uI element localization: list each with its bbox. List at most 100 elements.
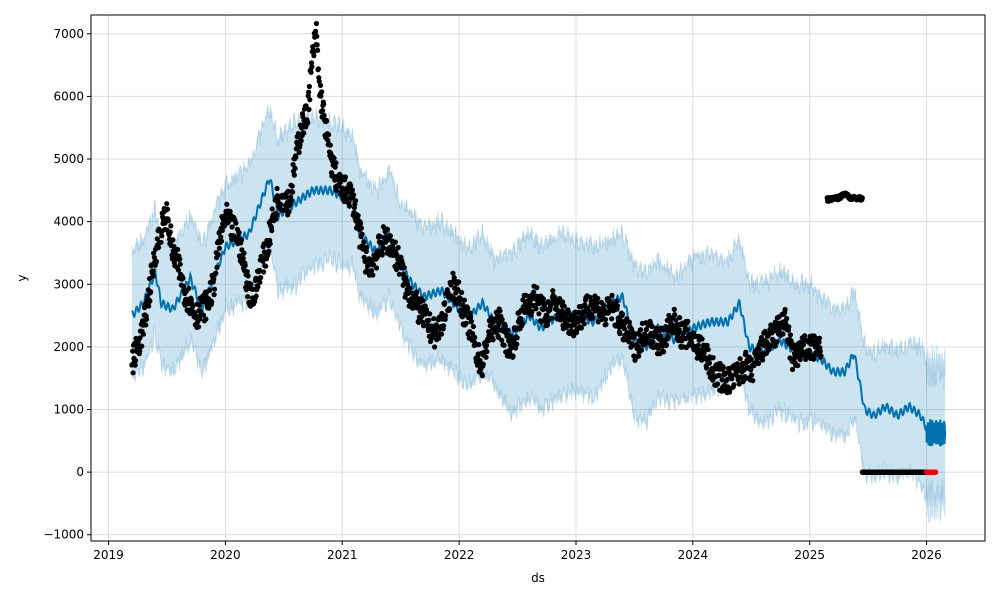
observed-point (436, 335, 442, 341)
observed-point (621, 326, 628, 332)
x-tick-label: 2019 (93, 548, 124, 562)
observed-point (361, 254, 367, 260)
observed-point (292, 165, 298, 171)
observed-point (278, 201, 284, 207)
observed-point (298, 138, 304, 144)
y-tick-label: 7000 (53, 27, 84, 41)
observed-point (244, 269, 250, 275)
observed-point (519, 321, 526, 327)
observed-point (626, 319, 632, 325)
observed-point (218, 238, 225, 244)
observed-point (305, 120, 311, 126)
observed-point (306, 83, 312, 90)
y-tick-label: 0 (76, 465, 84, 479)
observed-point (314, 33, 320, 39)
observed-point (710, 355, 716, 361)
observed-point (167, 229, 173, 235)
observed-point (358, 225, 364, 231)
observed-point (319, 89, 325, 95)
x-tick-label: 2023 (561, 548, 592, 562)
observed-point (818, 353, 824, 359)
observed-point (180, 275, 186, 281)
observed-point (415, 302, 421, 308)
observed-point (550, 288, 556, 294)
observed-point (441, 323, 447, 329)
observed-point (595, 295, 601, 302)
y-tick-label: 2000 (53, 340, 84, 354)
observed-point (505, 327, 511, 333)
observed-point (470, 331, 476, 337)
observed-point (315, 47, 321, 54)
observed-point (151, 254, 157, 261)
observed-point (614, 303, 621, 309)
observed-point (533, 306, 539, 312)
observed-point (147, 298, 153, 304)
observed-point (137, 335, 143, 341)
observed-point (816, 339, 822, 345)
lower-bound-line (131, 244, 946, 524)
observed-point (455, 287, 461, 293)
observed-point (196, 302, 202, 308)
plot-frame (90, 14, 986, 542)
observed-point (238, 237, 245, 243)
observed-point (772, 343, 778, 349)
observed-point (552, 294, 558, 300)
observed-point (756, 346, 762, 352)
recent-point (933, 469, 939, 475)
observed-point (802, 333, 808, 339)
observed-point (480, 361, 486, 367)
observed-point (549, 315, 555, 321)
observed-point (635, 344, 641, 350)
observed-point (650, 339, 656, 345)
observed-point (578, 325, 585, 331)
observed-point (514, 335, 520, 341)
observed-point (221, 223, 227, 229)
observed-point (316, 78, 322, 84)
observed-point (285, 188, 291, 194)
observed-point (731, 382, 737, 388)
observed-point (396, 271, 402, 277)
observed-point (755, 360, 762, 367)
observed-point (429, 335, 436, 341)
observed-point (677, 315, 683, 321)
observed-point (283, 194, 289, 200)
observed-point (190, 303, 196, 309)
observed-point (769, 330, 775, 336)
y-tick-label: 1000 (53, 403, 84, 417)
x-tick-label: 2026 (911, 548, 942, 562)
observed-point (333, 160, 339, 166)
observed-point (130, 348, 136, 354)
y-tick-label: 5000 (53, 152, 84, 166)
observed-point (407, 285, 413, 291)
observed-point (326, 132, 332, 138)
observed-point (672, 312, 678, 318)
observed-point (321, 101, 327, 107)
observed-point (274, 212, 280, 218)
observed-point (248, 281, 254, 287)
observed-point (216, 245, 222, 251)
observed-point (153, 258, 159, 265)
observed-point (359, 231, 365, 237)
observed-point (704, 365, 710, 371)
observed-point (401, 264, 407, 271)
observed-point (261, 269, 267, 275)
observed-point (420, 323, 427, 329)
observed-point (685, 318, 691, 324)
observed-point (795, 362, 801, 369)
observed-point (514, 341, 520, 347)
observed-point (490, 337, 496, 343)
x-tick-label: 2021 (327, 548, 358, 562)
observed-point (414, 289, 420, 295)
observed-point (164, 206, 171, 212)
observed-point (266, 248, 272, 254)
observed-point (695, 342, 702, 348)
observed-point (213, 270, 219, 276)
observed-point (332, 177, 338, 183)
observed-point (465, 305, 471, 311)
observed-point (484, 349, 490, 355)
observed-point (817, 348, 823, 354)
grid (91, 15, 985, 541)
observed-point (451, 275, 457, 281)
observed-point (357, 221, 364, 227)
observed-point (200, 312, 207, 318)
